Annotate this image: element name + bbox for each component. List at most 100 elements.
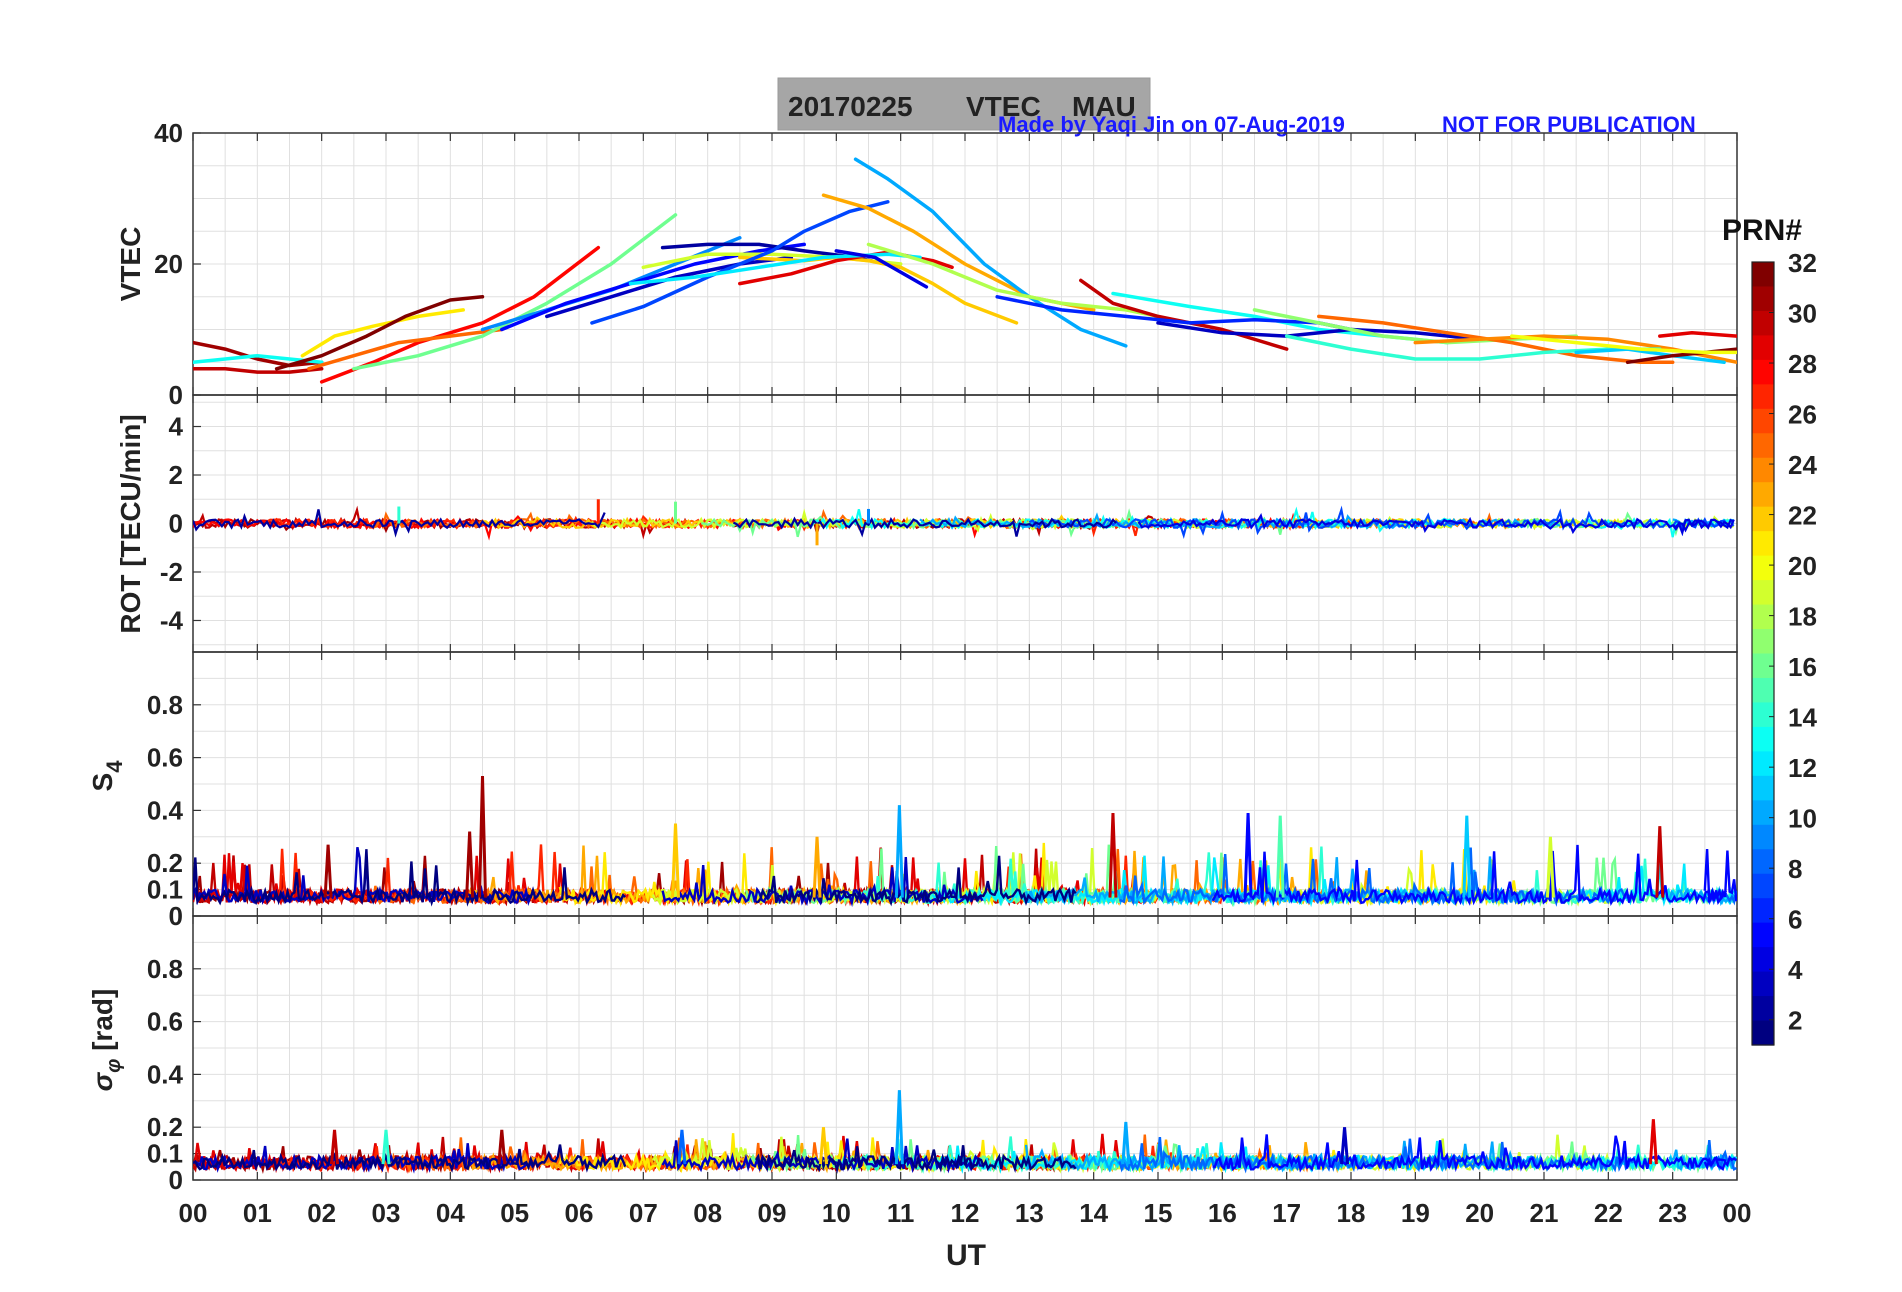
scint-spike [1648,1119,1658,1165]
scint-spike [677,1129,687,1165]
colorbar-frame [1751,261,1775,1046]
x-tick-label: 15 [1144,1198,1173,1228]
colorbar-segment [1752,898,1774,924]
colorbar-segment [1752,286,1774,312]
rot-series-prn-4 [1137,512,1735,535]
title-box [777,77,1151,131]
x-tick-label: 11 [887,1198,915,1228]
vtec-series-prn-30 [1079,278,1289,351]
vtec-series-prn-25 [1317,314,1675,365]
y-tick-label: 0 [169,901,183,931]
colorbar-tick-label: 32 [1788,248,1817,278]
x-tick-label: 01 [243,1198,272,1228]
colorbar-segment [1752,775,1774,801]
x-tick-label: 05 [500,1198,529,1228]
colorbar-segment [1752,677,1774,704]
colorbar-segment [1752,433,1774,459]
y-axis-label: VTEC [115,227,146,302]
scint-spike [894,805,904,898]
colorbar-segment [1752,384,1774,410]
scint-series-prn-8 [1704,1139,1737,1172]
colorbar-segment [1752,262,1774,288]
colorbar-segment [1752,531,1774,557]
vtec-series-prn-3 [1156,321,1482,342]
vtec-series-prn-7 [590,200,890,325]
vtec-series-prn-32 [274,295,485,371]
colorbar-segment [1752,702,1774,728]
colorbar-segment [1752,555,1774,581]
y-tick-label: 4 [169,412,184,442]
scint-spike [465,831,475,898]
scint-series-prn-1 [754,1145,1077,1174]
scint-spike [323,844,333,898]
y-tick-label: 0.4 [147,795,184,825]
colorbar-tick-label: 24 [1788,450,1817,480]
colorbar-segment [1752,849,1774,875]
scint-spike [381,1129,391,1165]
y-tick-label: 0.1 [147,1139,183,1169]
scint-series-prn-10 [1668,885,1736,906]
scint-spike [1108,812,1118,898]
x-tick-label: 16 [1208,1198,1237,1228]
colorbar-segment [1752,335,1774,361]
x-tick-label: 14 [1079,1198,1108,1228]
colorbar-tick-label: 20 [1788,551,1817,581]
vtec-series-prn-20 [1510,334,1737,355]
vtec-series-prn-3 [545,255,794,319]
colorbar-segment [1752,922,1774,948]
x-tick-label: 00 [1723,1198,1752,1228]
colorbar-tick-label: 14 [1788,703,1817,733]
colorbar-tick-label: 12 [1788,753,1817,783]
colorbar-segment [1752,947,1774,973]
x-axis-label: UT [946,1239,986,1272]
x-tick-label: 10 [822,1198,851,1228]
scint-spike [818,1127,828,1165]
colorbar-segment [1752,653,1774,679]
x-tick-label: 23 [1658,1198,1687,1228]
x-tick-label: 12 [951,1198,980,1228]
panel-4: 00.10.2 0.4 0.6 0.8 σφ [rad] [87,915,1738,1195]
y-tick-label: 0.2 [147,848,183,878]
panel-2: -4 -2 0 2 4 ROT [TECU/min] [115,394,1738,653]
colorbar-segment [1752,873,1774,899]
colorbar-tick-label: 4 [1788,955,1803,985]
x-tick-label: 19 [1401,1198,1430,1228]
colorbar-segment [1752,996,1774,1022]
colorbar-tick-label: 18 [1788,602,1817,632]
colorbar-segment [1752,971,1774,997]
colorbar-tick-label: 10 [1788,804,1817,834]
panel-3: 00.10.2 0.4 0.6 0.8 S4 [87,651,1738,931]
scint-spike [671,823,680,898]
y-tick-label: 0.8 [147,954,183,984]
vtec-series-prn-12 [628,252,922,286]
scint-spike [812,836,822,898]
colorbar-tick-label: 30 [1788,299,1817,329]
colorbar-tick-label: 22 [1788,501,1817,531]
x-axis-ticks: 00 01 02 03 04 05 06 07 08 09 10 11 12 13 14 15 16 17 18 19… [179,1198,1752,1228]
colorbar-tick-label: 6 [1788,905,1802,935]
x-tick-label: 07 [629,1198,658,1228]
colorbar-segment [1752,457,1774,483]
y-tick-label: -2 [160,557,183,587]
vtec-series-prn-11 [1574,347,1726,365]
scint-series-prn-1 [193,1144,627,1173]
colorbar-segment [1752,1020,1774,1046]
colorbar-segment [1752,751,1774,777]
y-tick-label: 0 [169,380,183,410]
vtec-series-prn-10 [853,157,1128,348]
panel-data [193,499,1735,546]
vtec-series-prn-23 [821,193,1096,312]
scint-spike [1340,1127,1350,1165]
x-tick-label: 20 [1465,1198,1494,1228]
x-tick-label: 02 [307,1198,336,1228]
y-tick-label: 0.2 [147,1112,183,1142]
y-tick-label: -4 [160,605,184,635]
x-tick-label: 06 [565,1198,594,1228]
colorbar-segment [1752,310,1774,337]
x-tick-label: 21 [1530,1198,1559,1228]
scint-series-prn-5 [1211,844,1728,907]
y-tick-label: 0.6 [147,1007,183,1037]
colorbar-segment [1752,629,1774,655]
